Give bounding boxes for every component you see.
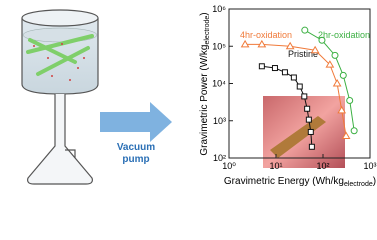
marker <box>341 131 351 139</box>
marker <box>337 105 347 114</box>
x-tick-label: 10⁰ <box>222 161 236 171</box>
marker <box>301 26 309 34</box>
marker <box>339 71 347 79</box>
arrow <box>100 102 172 142</box>
marker <box>318 36 326 44</box>
y-axis-title-part: ) <box>199 12 210 15</box>
series-label: 4hr-oxidation <box>240 30 292 40</box>
marker <box>332 79 342 87</box>
y-tick-label: 10⁶ <box>212 4 226 14</box>
arrow-label: Vacuum <box>117 142 155 153</box>
marker <box>346 96 354 104</box>
x-axis-title-part: Gravimetric Energy (Wh/kg <box>224 176 344 187</box>
marker <box>285 41 295 50</box>
marker <box>307 128 314 135</box>
y-tick-label: 10⁵ <box>212 41 226 51</box>
y-axis-title-sub: electrode <box>204 16 211 45</box>
marker <box>240 39 250 48</box>
x-axis-title-sub: electrode <box>344 181 373 188</box>
marker <box>301 93 308 100</box>
x-tick-label: 10¹ <box>269 161 282 171</box>
series-label: 2hr-oxidation <box>318 30 370 40</box>
y-tick-label: 10⁴ <box>212 79 226 89</box>
series-line <box>245 43 347 137</box>
series-line <box>261 65 313 147</box>
y-tick-label: 10³ <box>213 116 226 126</box>
y-tick-label: 10² <box>213 153 226 163</box>
marker <box>350 127 358 135</box>
marker <box>331 51 339 59</box>
x-tick-label: 10³ <box>363 161 376 171</box>
marker <box>304 105 311 112</box>
marker <box>290 74 297 81</box>
marker <box>257 39 267 48</box>
arrow-label: pump <box>122 154 149 165</box>
y-axis-title-part: Gravimetric Power (W/kg <box>199 45 210 156</box>
marker <box>271 65 278 72</box>
y-axis-title: Gravimetric Power (W/kgelectrode) <box>199 12 211 155</box>
marker <box>325 60 335 68</box>
marker <box>296 83 303 90</box>
figure: Vacuum pump Gravimetric Energy (Wh/kgele… <box>21 4 377 188</box>
marker <box>281 69 288 76</box>
x-axis-title: Gravimetric Energy (Wh/kgelectrode) <box>224 176 376 188</box>
inset-photo <box>263 96 345 168</box>
schematic: Vacuum pump <box>21 9 172 185</box>
marker <box>308 143 315 150</box>
x-tick-label: 10² <box>316 161 329 171</box>
marker <box>258 63 265 70</box>
x-axis-title-part: ) <box>373 176 376 187</box>
series-label: Pristine <box>288 49 318 59</box>
marker <box>305 116 312 123</box>
marker <box>310 45 320 54</box>
